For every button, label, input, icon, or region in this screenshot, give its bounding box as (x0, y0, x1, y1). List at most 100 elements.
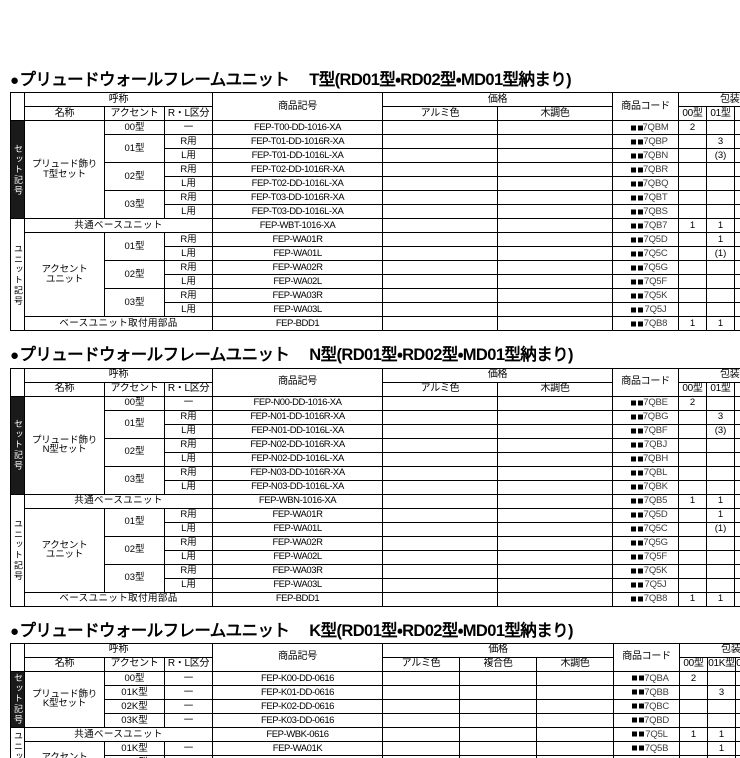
product-code-cell: 7Q5B (613, 740, 681, 756)
price-cell (497, 218, 614, 234)
color-swatch-square (632, 675, 638, 681)
product-code-cell: 7QB8 (612, 591, 680, 607)
header-package-col-3: 2型 (734, 381, 740, 397)
color-swatch-square (631, 456, 637, 462)
product-code-cell: 7QBG (612, 409, 680, 425)
accent-type-cell: 01K型 (104, 684, 165, 700)
product-code-text: 7QBC (643, 700, 670, 712)
package-qty-cell (734, 302, 740, 318)
table-row: L用FEP-T02-DD-1016L-XA7QBQ(3)B7・H2・KG・YF・… (11, 176, 740, 192)
product-symbol-cell: FEP-N03-DD-1016R-XA (212, 465, 384, 481)
rl-division-cell: L用 (163, 176, 214, 192)
header-price-col-2: 木調色 (497, 381, 614, 397)
price-cell (382, 134, 499, 150)
unit-symbol-text: ユニット記号 (13, 731, 23, 758)
product-symbol-cell: FEP-N01-DD-1016R-XA (212, 409, 384, 425)
color-swatch-square (631, 512, 637, 518)
package-qty-cell: 2 (678, 120, 708, 136)
color-swatch-square (631, 139, 637, 145)
header-product-symbol: 商品記号 (212, 92, 384, 122)
price-cell (382, 670, 461, 686)
accent-type-cell: 03型 (104, 563, 165, 593)
rl-division-cell: 一 (163, 395, 214, 411)
rl-division-cell: 一 (163, 712, 214, 728)
package-qty-cell (679, 740, 709, 756)
product-code-cell: 7QBE (612, 395, 680, 411)
package-qty-cell: (3) (706, 148, 736, 164)
price-cell (497, 302, 614, 318)
package-qty-cell (735, 712, 740, 728)
header-name: 名称 (24, 106, 105, 122)
product-symbol-cell: FEP-WA03L (212, 577, 384, 593)
color-swatch-square (639, 703, 645, 709)
product-code-cell: 7Q5D (612, 232, 680, 248)
unit-symbol-vertical-label: ユニット記号 (10, 493, 25, 607)
header-package-col-2: 01型 (706, 106, 736, 122)
rl-division-cell: L用 (163, 148, 214, 164)
package-qty-cell (706, 260, 736, 276)
rl-division-cell: L用 (163, 577, 214, 593)
product-code-cell: 7QBS (612, 204, 680, 220)
price-cell (497, 204, 614, 220)
base-unit-parts-row: ベースユニット取付用部品FEP-BDD17QB81111B7・H2・AR・KG・… (11, 316, 740, 332)
color-swatch-square (632, 731, 638, 737)
header-package-count: 包装数 (679, 642, 740, 658)
color-swatch-square (631, 582, 637, 588)
product-code-text: 7Q5F (644, 551, 667, 563)
product-code-cell: 7Q5D (612, 507, 680, 523)
product-symbol-cell: FEP-N02-DD-1016L-XA (212, 451, 384, 467)
product-code-text: 7QBL (643, 467, 668, 479)
package-qty-cell (706, 465, 736, 481)
rl-division-cell: R用 (163, 190, 214, 206)
package-qty-cell (734, 423, 740, 439)
product-symbol-cell: FEP-N02-DD-1016R-XA (212, 437, 384, 453)
product-symbol-cell: FEP-T01-DD-1016L-XA (212, 148, 384, 164)
price-cell (497, 148, 614, 164)
price-cell (382, 726, 461, 742)
package-qty-cell: 3 (735, 698, 740, 714)
package-qty-cell (678, 409, 708, 425)
package-qty-cell: 1 (734, 535, 740, 551)
price-cell (497, 274, 614, 290)
package-qty-cell: 2 (679, 670, 709, 686)
color-swatch-square (638, 167, 644, 173)
package-qty-cell (678, 563, 708, 579)
package-qty-cell (706, 162, 736, 178)
product-code-text: 7QB7 (643, 220, 668, 232)
color-swatch-square (638, 414, 644, 420)
rl-division-cell: 一 (163, 698, 214, 714)
set-symbol-text: セット記号 (13, 143, 23, 196)
bullet-icon: ● (10, 622, 19, 640)
product-symbol-cell: FEP-WA03L (212, 302, 384, 318)
rl-division-cell: R用 (163, 409, 214, 425)
common-base-unit-label: 共通ベースユニット (23, 493, 214, 509)
product-code-cell: 7Q5J (612, 302, 680, 318)
package-qty-cell: 3 (706, 409, 736, 425)
package-qty-cell (678, 535, 708, 551)
product-code-text: 7QB8 (643, 318, 668, 330)
product-symbol-cell: FEP-WBT-1016-XA (212, 218, 384, 234)
price-cell (382, 740, 461, 756)
unit-symbol-text: ユニット記号 (13, 243, 23, 307)
price-cell (382, 493, 499, 509)
product-code-cell: 7QBF (612, 423, 680, 439)
price-cell (459, 698, 538, 714)
product-code-cell: 7QBD (613, 712, 681, 728)
color-swatch-square (638, 498, 644, 504)
accent-type-cell: 00型 (104, 670, 165, 686)
package-qty-cell: 3 (706, 134, 736, 150)
rl-division-cell: L用 (163, 479, 214, 495)
spec-table: 呼称商品記号価格商品コード包装数色名称アクセントR・L区分アルミ色木調色00型0… (10, 367, 740, 607)
package-qty-cell: 1 (706, 232, 736, 248)
rl-division-cell: R用 (163, 134, 214, 150)
package-qty-cell: 1 (706, 218, 736, 234)
product-code-cell: 7QBL (612, 465, 680, 481)
color-swatch-square (632, 717, 638, 723)
package-qty-cell (678, 190, 708, 206)
product-code-cell: 7QBC (613, 698, 681, 714)
header-name: 名称 (24, 656, 105, 672)
table-row: アクセントユニット01K型一FEP-WA01K7Q5B1B7・H2・AR・KG・… (11, 740, 740, 758)
package-qty-cell: 1 (678, 493, 708, 509)
